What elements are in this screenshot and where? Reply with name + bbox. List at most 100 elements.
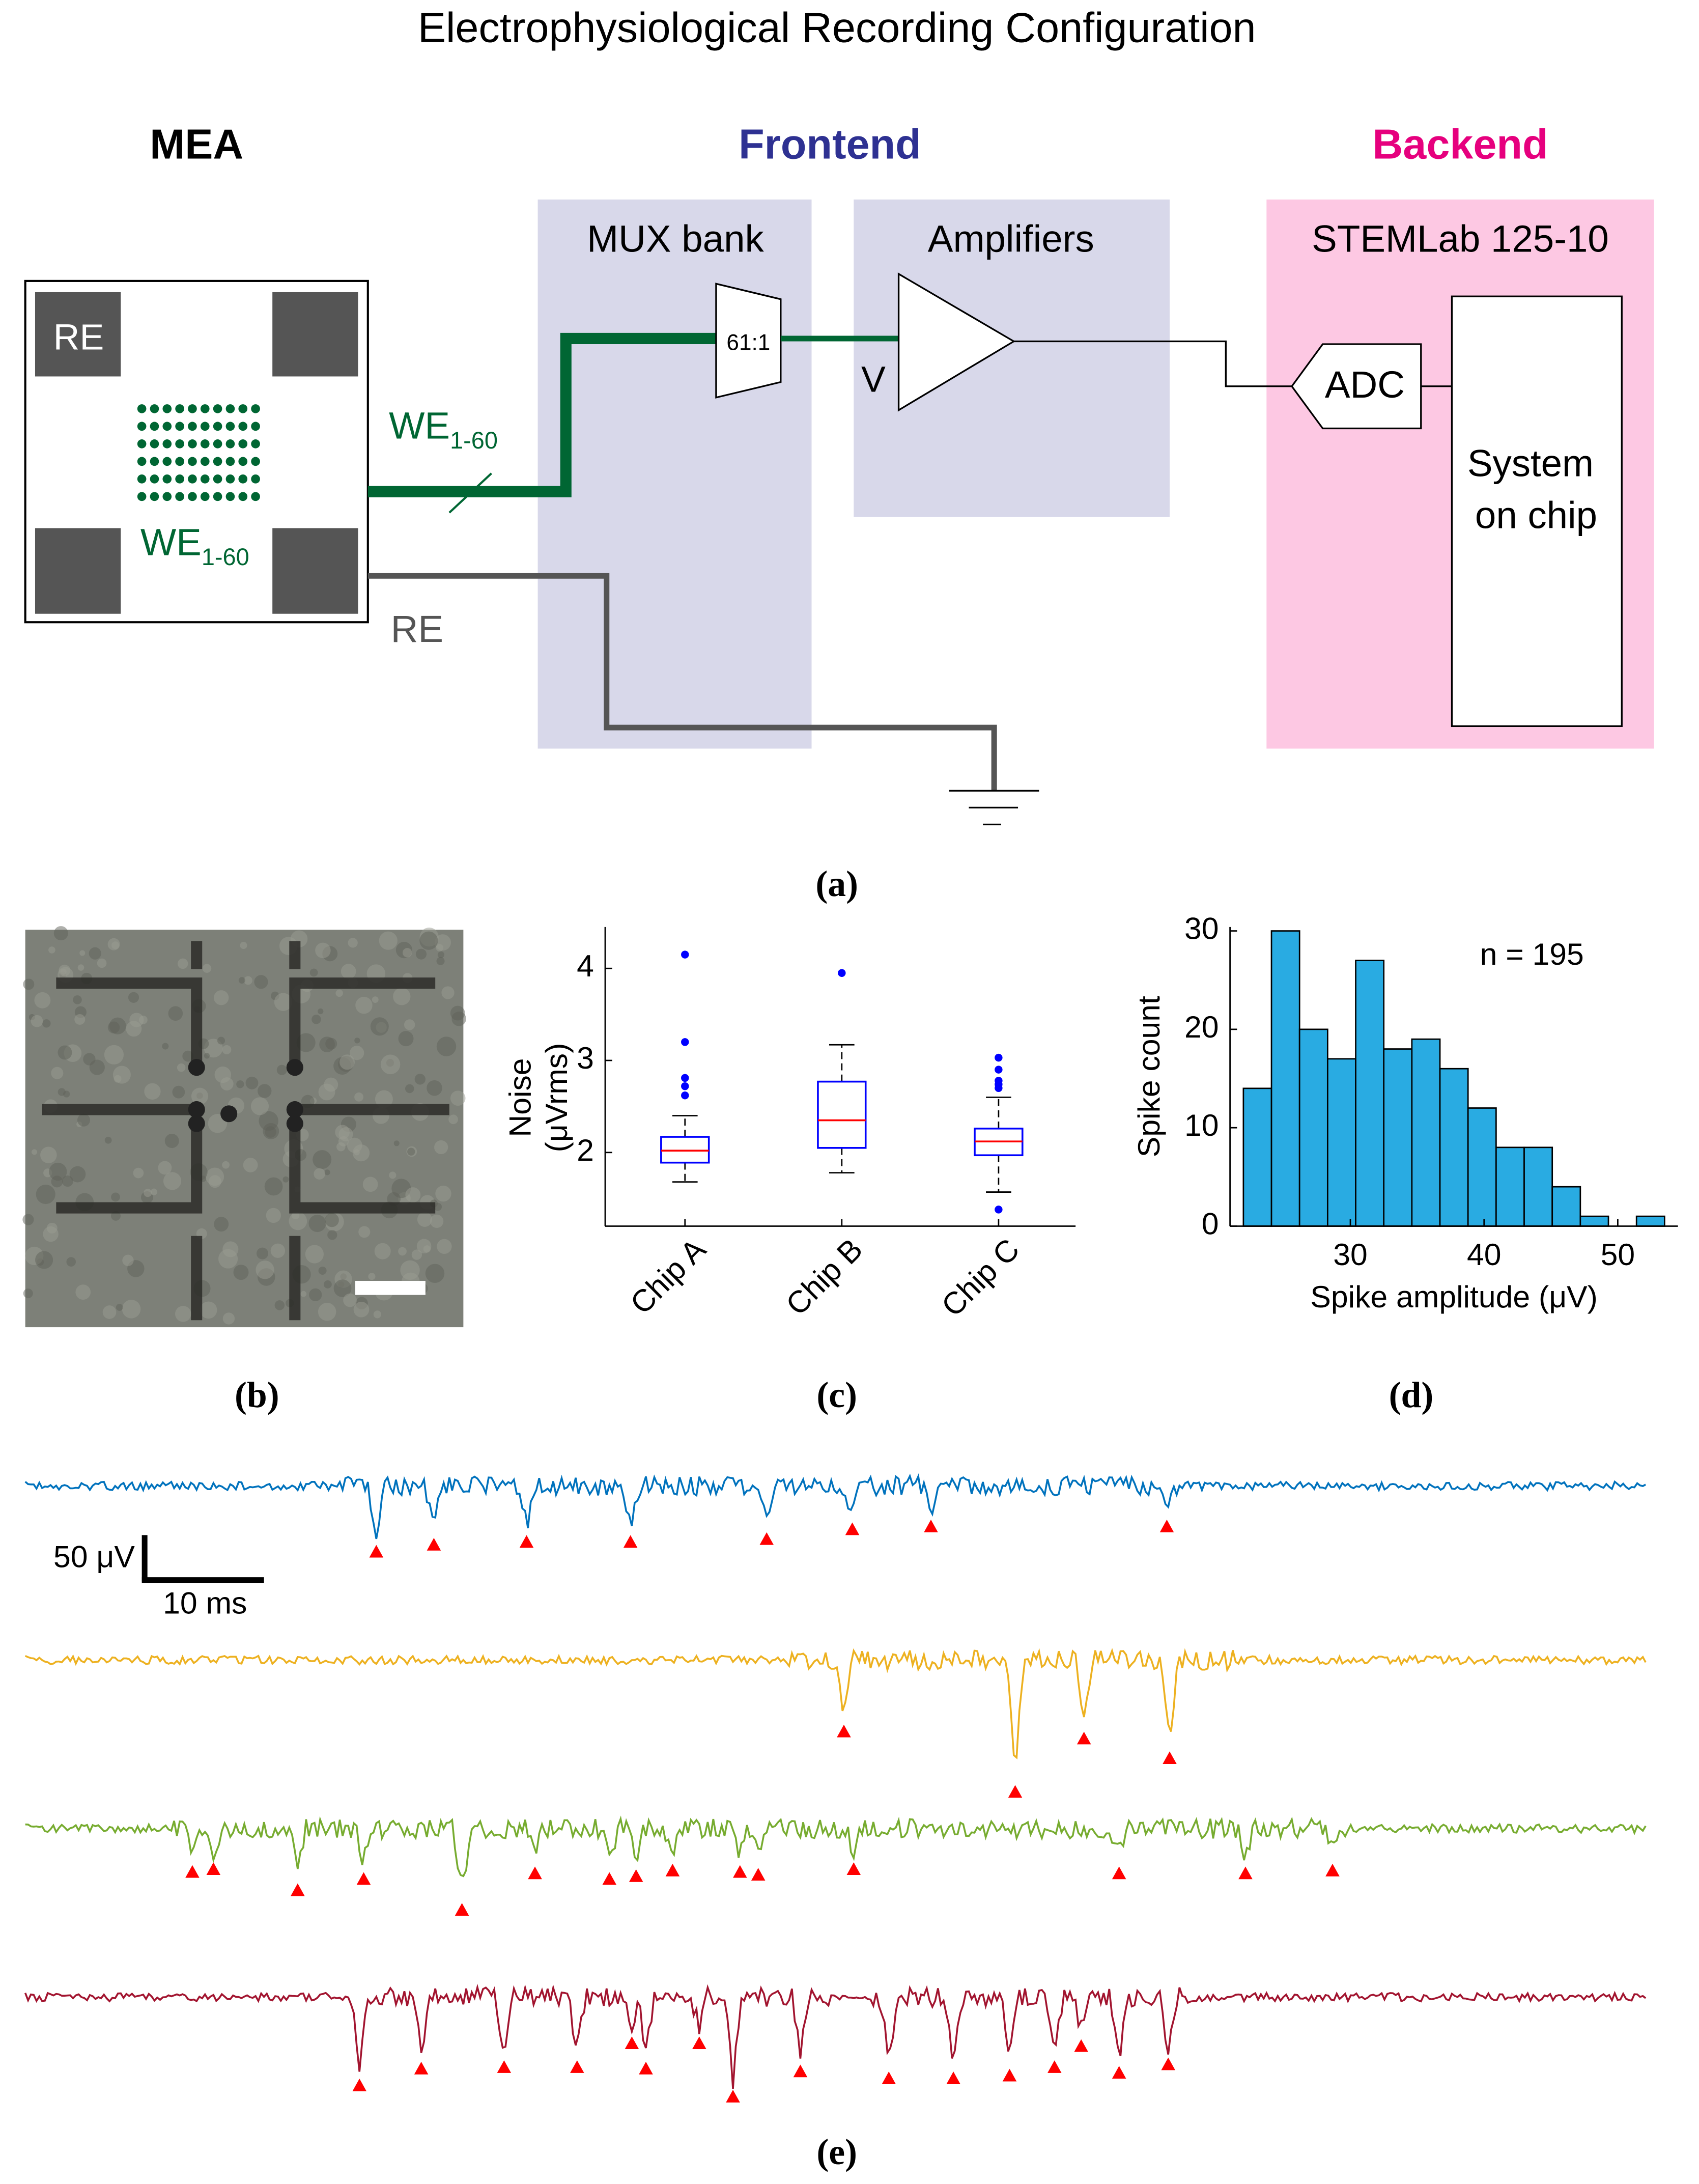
cell [400,1260,420,1280]
outlier [995,1206,1003,1214]
y-tick-label: 20 [1184,1010,1219,1044]
spike-marker [837,1724,851,1738]
cell [358,1226,371,1238]
micrograph-pattern [22,926,466,1325]
cell [236,1080,244,1088]
cell [69,1166,86,1183]
re-label: RE [391,608,443,650]
electrode [188,474,197,484]
y-tick-label: 30 [1184,911,1219,946]
spike-marker [692,2036,706,2050]
cell [214,990,229,1005]
electrode [213,492,222,501]
x-tick-label: 50 [1601,1237,1635,1272]
spike-marker [1238,1866,1253,1880]
we-text: WE [140,521,202,563]
cell [450,1090,466,1106]
cell [163,1172,182,1190]
bar [1411,1038,1441,1227]
electrode [238,404,248,413]
cell [259,1111,278,1131]
cell [122,1300,141,1319]
spike-marker [882,2071,896,2085]
cell [282,1176,289,1183]
x-tick-label: Chip B [779,1232,869,1322]
spike-marker [455,1903,469,1916]
cell [49,1162,67,1181]
y-axis-label: Noise [502,1058,537,1137]
cell [256,1261,274,1279]
cell [206,1167,224,1186]
cell [414,1074,426,1085]
cell [274,1300,285,1310]
spike-marker [1047,2060,1062,2073]
bar [1551,1186,1581,1227]
trace [24,1648,1647,1760]
spike-marker [369,1545,384,1558]
cell [405,1187,421,1202]
cell [59,964,71,976]
cell [318,1008,324,1015]
cell [162,1043,169,1050]
spike-marker [414,2061,429,2075]
cell [341,964,356,979]
electrode [150,422,159,431]
trace-line [56,1124,203,1214]
spike-marker [751,1868,766,1881]
cell [339,1054,355,1070]
pad-site [286,1059,303,1076]
cell [63,1090,70,1098]
outlier [681,1082,689,1090]
cell [150,1188,158,1195]
cell [389,1171,397,1179]
soc-label: on chip [1475,494,1597,537]
outlier [681,1091,689,1100]
pad-site [188,1115,205,1132]
y-axis-label: (μVrms) [539,1043,574,1153]
cell [313,1150,332,1169]
cell [354,1038,360,1044]
cell [168,1006,183,1021]
spike-marker [629,1869,643,1882]
trace [24,1983,1647,2089]
cell [372,996,379,1003]
cell [312,1015,321,1024]
cell [218,1249,238,1269]
cell [305,1245,324,1264]
cell [352,1144,370,1162]
spike-marker [206,1862,221,1875]
cell [343,1293,357,1307]
cell [77,1113,91,1127]
cell [436,944,444,951]
spike-marker [1112,1866,1126,1880]
cell [116,1304,123,1311]
cell [126,1021,142,1037]
cell [204,1053,210,1059]
cell [323,1280,332,1289]
scale-y-label: 50 μV [53,1539,135,1574]
we-wire-label: WE1-60 [389,404,498,454]
cell [238,977,245,984]
electrode [175,492,184,501]
bar [1467,1107,1497,1227]
cell [214,1217,229,1232]
pad-site [188,1059,205,1076]
cell [325,1038,337,1050]
trace-line [56,977,203,1068]
spike-marker [924,1520,938,1532]
cell [74,1014,86,1025]
cell [335,989,343,997]
cell [200,1301,217,1319]
spike-marker [1161,2057,1176,2070]
electrode [200,492,210,501]
cell [66,1257,76,1267]
cell [368,1273,376,1280]
cell [264,1177,283,1196]
cell [40,1146,57,1164]
cell [144,1189,152,1197]
electrode [150,439,159,449]
cell [416,1239,432,1254]
cell [23,1289,33,1299]
